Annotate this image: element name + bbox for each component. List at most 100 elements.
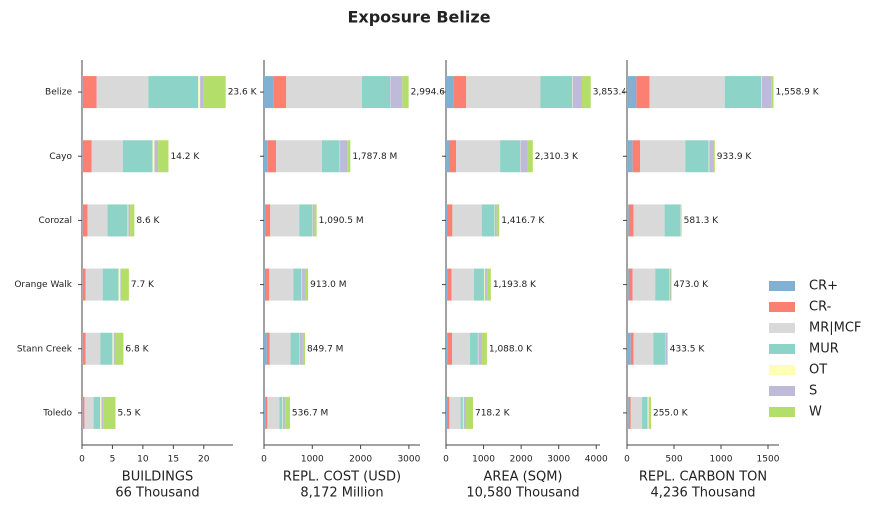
- y-tick-label: Orange Walk: [14, 280, 72, 290]
- bar-segment: [321, 140, 340, 173]
- bar-segment: [130, 204, 135, 237]
- bar-segment: [627, 140, 633, 173]
- x-axis-label: REPL. COST (USD): [283, 470, 401, 485]
- bar-segment: [465, 396, 473, 429]
- x-tick-label: 10: [137, 455, 149, 465]
- bar-segment: [402, 76, 409, 109]
- bar-segment: [120, 268, 129, 301]
- bar-segment: [581, 76, 591, 109]
- bar-segment: [264, 204, 266, 237]
- bar-segment: [761, 76, 772, 109]
- total-label: 8.6 K: [136, 216, 160, 226]
- bar-segment: [269, 332, 291, 365]
- bar-segment: [632, 268, 656, 301]
- x-tick-label: 1000: [710, 455, 733, 465]
- bar-segment: [82, 140, 83, 173]
- legend-label: CR-: [809, 300, 832, 315]
- x-tick-label: 5: [110, 455, 116, 465]
- total-label: 473.0 K: [673, 280, 709, 290]
- bar-segment: [713, 140, 715, 173]
- x-tick-label: 2000: [510, 455, 533, 465]
- bar-segment: [82, 76, 97, 109]
- bar-segment: [264, 140, 268, 173]
- bar-segment: [302, 332, 306, 365]
- bar-segment: [628, 396, 631, 429]
- legend-label: CR+: [809, 279, 838, 294]
- x-tick-label: 0: [261, 455, 267, 465]
- total-label: 933.9 K: [717, 152, 753, 162]
- bar-segment: [447, 268, 452, 301]
- legend-swatch: [769, 386, 795, 396]
- bar-segment: [452, 332, 471, 365]
- bar-segment: [451, 268, 474, 301]
- bar-segment: [122, 140, 153, 173]
- bar-segment: [452, 204, 482, 237]
- bar-segment: [91, 140, 123, 173]
- bar-segment: [82, 140, 92, 173]
- bar-segment: [496, 204, 500, 237]
- bar-segment: [266, 332, 270, 365]
- x-axis-subtitle: 66 Thousand: [115, 486, 199, 501]
- bar-segment: [453, 76, 467, 109]
- bar-segment: [481, 204, 495, 237]
- bar-segment: [446, 204, 448, 237]
- bar-segment: [446, 396, 448, 429]
- bar-segment: [154, 140, 159, 173]
- bar-segment: [120, 268, 121, 301]
- bar-segment: [449, 140, 457, 173]
- bar-segment: [85, 332, 101, 365]
- bar-segment: [264, 396, 266, 429]
- bar-segment: [265, 396, 268, 429]
- bar-segment: [82, 396, 85, 429]
- bar-segment: [685, 140, 709, 173]
- x-axis-subtitle: 10,580 Thousand: [466, 486, 579, 501]
- total-label: 1,090.5 M: [319, 216, 364, 226]
- bar-segment: [203, 76, 226, 109]
- bar-segment: [642, 396, 648, 429]
- x-axis-label: BUILDINGS: [122, 470, 193, 485]
- bar-segment: [484, 268, 486, 301]
- bar-segment: [632, 140, 641, 173]
- y-tick-label: Belize: [45, 88, 72, 98]
- legend-swatch: [769, 323, 795, 333]
- bar-segment: [114, 332, 124, 365]
- bar-segment: [302, 268, 305, 301]
- bar-segment: [572, 76, 582, 109]
- bar-segment: [447, 204, 453, 237]
- y-tick-label: Corozal: [38, 216, 72, 226]
- bar-segment: [128, 204, 131, 237]
- total-label: 849.7 M: [307, 344, 343, 354]
- bar-segment: [482, 332, 487, 365]
- bar-segment: [264, 268, 270, 301]
- bar-segment: [312, 204, 315, 237]
- x-tick-label: 0: [79, 455, 85, 465]
- y-tick-label: Toledo: [42, 408, 72, 418]
- bar-segment: [93, 396, 101, 429]
- bar-segment: [648, 396, 650, 429]
- bar-segment: [270, 204, 300, 237]
- bar-segment: [664, 204, 681, 237]
- bar-segment: [102, 268, 119, 301]
- legend-swatch: [769, 407, 795, 417]
- bar-segment: [82, 204, 88, 237]
- bar-segment: [269, 268, 294, 301]
- bar-segment: [148, 76, 199, 109]
- bar-segment: [362, 76, 391, 109]
- bar-segment: [653, 332, 666, 365]
- bar-segment: [304, 268, 309, 301]
- total-label: 1,787.8 M: [352, 152, 397, 162]
- bar-segment: [314, 204, 317, 237]
- bar-segment: [633, 332, 654, 365]
- bar-segment: [299, 332, 303, 365]
- bar-segment: [264, 76, 274, 109]
- legend-label: MUR: [809, 342, 839, 357]
- bar-segment: [487, 268, 491, 301]
- bar-segment: [118, 268, 121, 301]
- bar-segment: [630, 332, 634, 365]
- bar-segment: [670, 268, 672, 301]
- bar-segment: [264, 268, 265, 301]
- total-label: 14.2 K: [170, 152, 200, 162]
- total-label: 433.5 K: [670, 344, 706, 354]
- bar-segment: [112, 332, 114, 365]
- bar-segment: [276, 140, 322, 173]
